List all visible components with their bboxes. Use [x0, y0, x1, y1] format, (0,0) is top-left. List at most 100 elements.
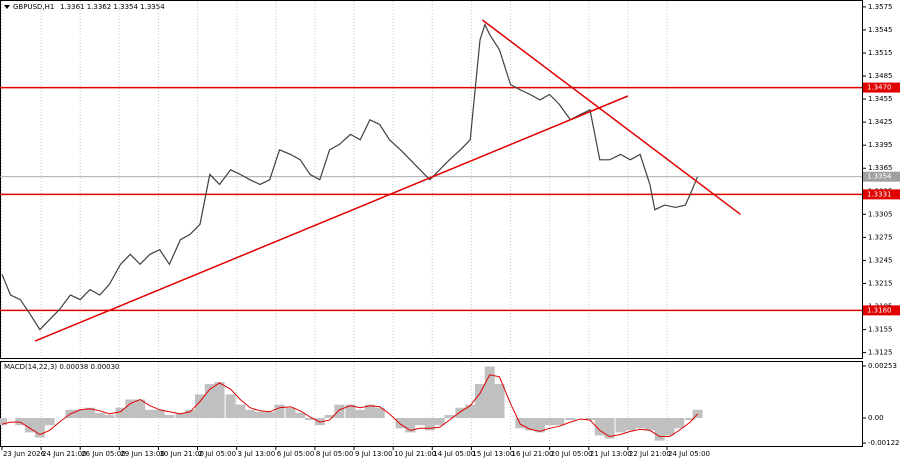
macd-bar: [225, 394, 236, 419]
macd-bar: [195, 394, 206, 419]
macd-bar: [635, 418, 646, 429]
y-tick-label: 1.3125: [868, 349, 893, 357]
y-tick-label: -0.00122: [868, 439, 899, 447]
macd-bar: [144, 409, 155, 419]
macd-bar: [115, 407, 126, 419]
y-tick-label: 0.00: [868, 414, 884, 422]
y-tick-label: 1.3455: [868, 95, 893, 103]
y-tick-label: 1.3515: [868, 49, 893, 57]
macd-bar: [75, 409, 86, 419]
macd-bar: [245, 409, 256, 419]
macd-bar: [405, 418, 416, 433]
symbol-icon: [4, 5, 10, 9]
x-tick-label: 21 Jul 13:00: [590, 450, 632, 458]
trendline: [481, 19, 741, 215]
y-tick-label: 1.3305: [868, 210, 893, 218]
macd-bar: [94, 412, 105, 419]
macd-bar: [305, 418, 316, 421]
macd-bar: [285, 407, 296, 419]
macd-bar: [594, 418, 605, 436]
macd-bar: [175, 412, 186, 419]
price-panel: [0, 0, 863, 359]
y-tick-label: 1.3485: [868, 72, 893, 80]
macd-bar: [465, 404, 476, 419]
x-tick-label: 15 Jul 13:00: [472, 450, 514, 458]
macd-bar: [625, 418, 636, 431]
x-tick-label: 24 Jul 05:00: [668, 450, 710, 458]
macd-bar: [364, 404, 375, 419]
y-tick-label: 1.3155: [868, 326, 893, 334]
macd-bar: [345, 404, 356, 419]
macd-bar: [204, 384, 215, 419]
x-tick-label: 20 Jul 05:00: [551, 450, 593, 458]
macd-bar: [125, 399, 136, 419]
macd-bar: [334, 404, 345, 419]
x-tick-label: 10 Jul 21:00: [394, 450, 436, 458]
macd-bar: [395, 418, 406, 429]
macd-bar: [264, 411, 275, 419]
macd-bar: [565, 418, 576, 421]
level-label: 1.3331: [867, 190, 892, 198]
current-price-label: 1.3354: [867, 173, 892, 181]
x-tick-label: 26 Jun 05:00: [81, 450, 125, 458]
macd-bar: [544, 418, 555, 426]
y-tick-label: 1.3365: [868, 164, 893, 172]
y-tick-label: 1.3395: [868, 141, 893, 149]
macd-bar: [135, 399, 146, 419]
level-label-box: [863, 189, 900, 200]
level-label: 1.3180: [867, 306, 892, 314]
x-tick-label: 23 Jun 2026: [3, 450, 46, 458]
level-label-box: [863, 82, 900, 93]
macd-bar: [34, 418, 45, 438]
macd-bar: [164, 414, 175, 419]
macd-bar: [355, 409, 366, 419]
y-tick-label: 0.00253: [868, 362, 897, 370]
level-label: 1.3470: [867, 84, 892, 92]
y-tick-label: 1.3545: [868, 26, 893, 34]
macd-panel: [0, 361, 863, 447]
macd-signal: [1, 374, 698, 438]
macd-bar: [44, 418, 55, 426]
x-tick-label: 9 Jul 13:00: [355, 450, 393, 458]
x-tick-label: 22 Jul 21:00: [629, 450, 671, 458]
macd-bar: [415, 418, 426, 426]
macd-bar: [654, 418, 665, 441]
y-tick-label: 1.3215: [868, 279, 893, 287]
macd-bar: [484, 366, 495, 419]
y-tick-label: 1.3245: [868, 256, 893, 264]
level-label-box: [863, 305, 900, 316]
macd-bar: [274, 404, 285, 419]
x-tick-label: 29 Jun 13:00: [120, 450, 164, 458]
macd-bar: [474, 384, 485, 419]
macd-bar: [444, 414, 455, 419]
y-tick-label: 1.3425: [868, 118, 893, 126]
macd-bar: [604, 418, 615, 439]
macd-bar: [685, 418, 696, 421]
x-tick-label: 8 Jul 05:00: [316, 450, 354, 458]
trendline: [34, 95, 629, 342]
x-tick-label: 30 Jun 21:00: [159, 450, 203, 458]
macd-bar: [254, 411, 265, 419]
chart-title: GBPUSD,H1: [13, 3, 54, 11]
macd-bar: [0, 418, 7, 426]
x-tick-label: 3 Jul 13:00: [238, 450, 276, 458]
macd-bar: [324, 414, 335, 419]
macd-bar: [584, 418, 595, 421]
macd-bar: [534, 418, 545, 433]
price-line: [1, 22, 699, 331]
chart-subtitle: 1.3361 1.3362 1.3354 1.3354: [60, 3, 165, 11]
macd-bar: [644, 418, 655, 431]
macd-bar: [615, 418, 626, 433]
macd-bar: [494, 384, 505, 419]
macd-bar: [374, 407, 385, 419]
macd-bar: [154, 409, 165, 419]
macd-bar: [664, 418, 675, 436]
x-tick-label: 24 Jun 21:00: [42, 450, 86, 458]
x-tick-label: 14 Jul 05:00: [433, 450, 475, 458]
x-tick-label: 2 Jul 05:00: [199, 450, 237, 458]
x-tick-label: 6 Jul 05:00: [277, 450, 315, 458]
y-tick-label: 1.3275: [868, 233, 893, 241]
macd-bar: [525, 418, 536, 431]
macd-bar: [235, 404, 246, 419]
